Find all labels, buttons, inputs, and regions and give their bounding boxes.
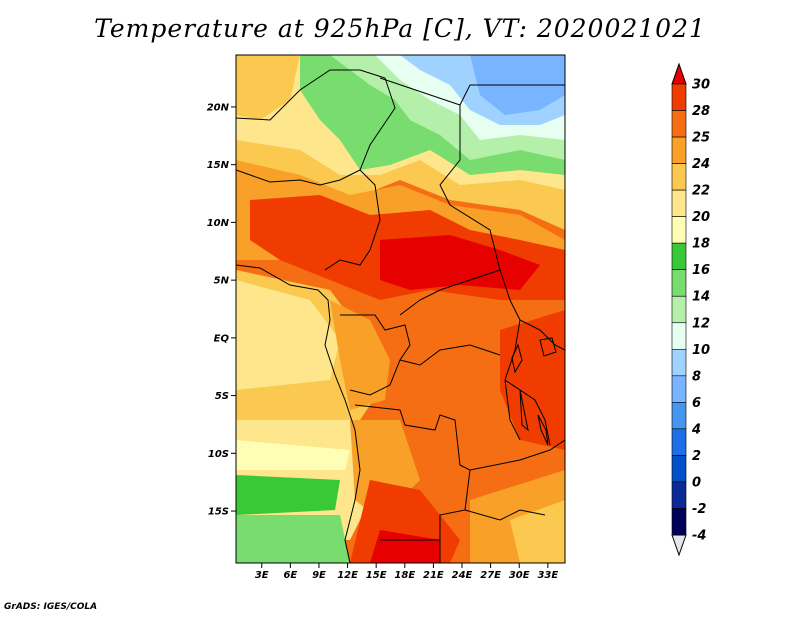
lon-tick-label: 3E: [255, 570, 269, 581]
colorbar-swatch: [671, 428, 687, 456]
colorbar-bottom-arrow: [671, 534, 687, 557]
temperature-field: [236, 55, 565, 563]
lon-tick-label: 9E: [312, 570, 326, 581]
colorbar-swatch: [671, 163, 687, 191]
lat-tick-label: EQ: [214, 333, 230, 344]
lon-tick-label: 27E: [480, 570, 501, 581]
lat-tick-label: 10S: [208, 449, 229, 460]
colorbar-swatch: [671, 322, 687, 350]
colorbar-top-arrow: [671, 62, 687, 85]
colorbar-label: -4: [692, 529, 706, 544]
colorbar-label: 10: [692, 343, 710, 358]
colorbar-label: 0: [692, 475, 701, 490]
lat-tick-label: 5N: [214, 276, 230, 287]
map-title: Temperature at 925hPa [C], VT: 202002102…: [94, 14, 706, 43]
colorbar-swatch: [671, 189, 687, 217]
colorbar-label: 14: [692, 290, 710, 305]
lat-tick-label: 20N: [207, 102, 230, 113]
lon-tick-label: 12E: [337, 570, 358, 581]
longitude-axis: 3E 6E 9E 12E 15E 18E 21E 24E 27E 30E 33E: [255, 563, 558, 581]
colorbar-swatch: [671, 216, 687, 244]
colorbar-label: 30: [692, 78, 710, 93]
colorbar-swatch: [671, 402, 687, 430]
lon-tick-label: 21E: [423, 570, 444, 581]
colorbar-swatch: [671, 455, 687, 483]
lat-tick-label: 10N: [207, 218, 230, 229]
lakes: [511, 337, 557, 446]
map-frame: [235, 54, 566, 564]
lat-tick-label: 15S: [208, 507, 229, 518]
colorbar-swatch: [671, 295, 687, 324]
colorbar-swatch: [671, 375, 687, 403]
colorbar-swatch: [671, 242, 687, 271]
colorbar-swatch: [671, 348, 687, 377]
colorbar-label: 25: [692, 131, 710, 146]
lat-tick-label: 15N: [207, 160, 230, 171]
lon-tick-label: 6E: [283, 570, 297, 581]
country-borders: [236, 69, 565, 563]
colorbar-swatch: [671, 508, 687, 536]
colorbar-label: 24: [692, 157, 710, 172]
lon-tick-label: 15E: [366, 570, 387, 581]
lon-tick-label: 33E: [537, 570, 558, 581]
colorbar-swatch: [671, 83, 687, 111]
colorbar-swatch: [671, 269, 687, 297]
colorbar-label: 18: [692, 237, 710, 252]
credit-label: GrADS: IGES/COLA: [4, 602, 98, 612]
colorbar-swatch: [671, 481, 687, 509]
colorbar-label: 20: [692, 210, 710, 225]
lon-tick-label: 30E: [509, 570, 530, 581]
colorbar-swatch: [671, 136, 687, 164]
lon-tick-label: 24E: [452, 570, 473, 581]
colorbar-label: 8: [692, 369, 701, 384]
colorbar-label: 16: [692, 263, 710, 278]
colorbar-swatch: [671, 110, 687, 138]
latitude-axis: 20N 15N 10N 5N EQ 5S 10S 15S: [207, 102, 236, 518]
colorbar-label: 12: [692, 316, 710, 331]
lon-tick-label: 18E: [394, 570, 415, 581]
colorbar-label: 4: [691, 422, 701, 437]
colorbar-label: 28: [692, 104, 710, 119]
colorbar-label: 2: [692, 449, 701, 464]
colorbar-label: -2: [692, 502, 706, 517]
lat-tick-label: 5S: [215, 391, 229, 402]
colorbar-label: 22: [692, 184, 710, 199]
colorbar-label: 6: [692, 396, 701, 411]
